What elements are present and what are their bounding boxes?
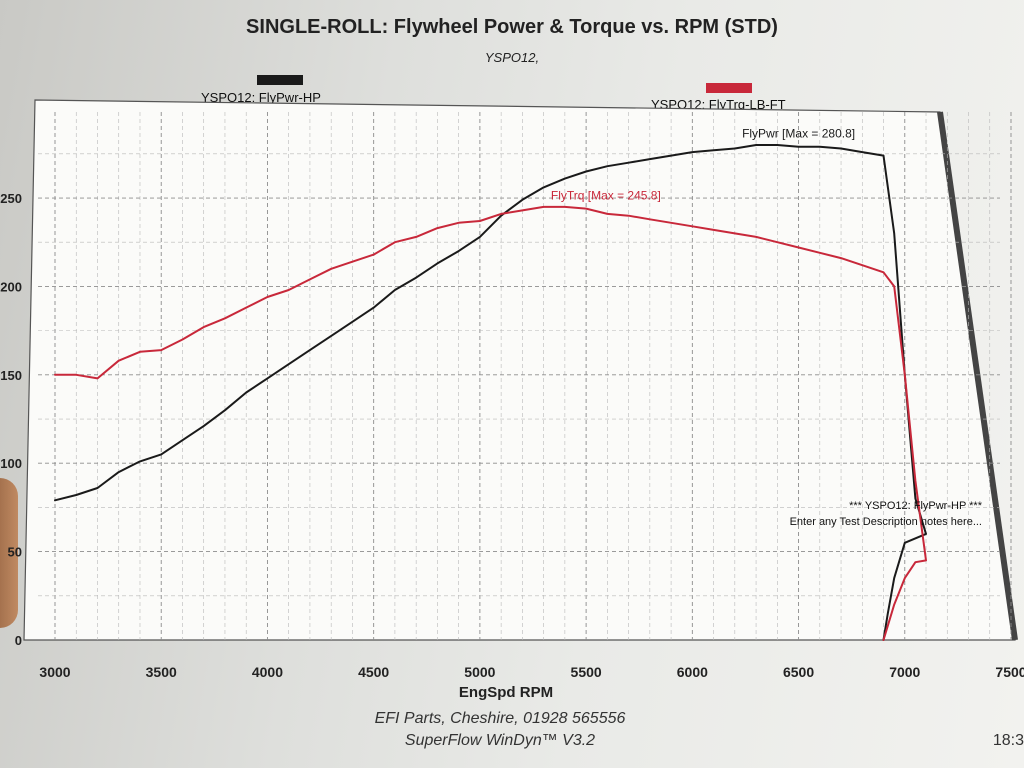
x-tick-label: 5500: [571, 664, 602, 680]
test-note: *** YSPO12: FlyPwr-HP ***: [849, 500, 983, 512]
x-tick-label: 7500: [995, 664, 1024, 680]
finger-edge: [0, 478, 18, 628]
x-tick-label: 7000: [889, 664, 920, 680]
y-tick-label: 250: [0, 191, 22, 206]
y-tick-label: 100: [0, 456, 22, 471]
series-line-torque: [54, 205, 927, 641]
x-axis-label: EngSpd RPM: [459, 684, 553, 701]
legend-swatch-power: [257, 75, 303, 85]
grid: [38, 112, 1012, 640]
series-line-power: [54, 144, 927, 641]
x-tick-label: 5000: [464, 664, 495, 680]
chart-title: SINGLE-ROLL: Flywheel Power & Torque vs.…: [246, 16, 778, 38]
annotation-power-max: FlyPwr [Max = 280.8]: [742, 127, 855, 141]
x-tick-label: 3000: [39, 664, 70, 680]
annotation-torque-max: FlyTrq [Max = 245.8]: [551, 189, 661, 203]
legend-swatch-torque: [706, 83, 752, 93]
footer-software: SuperFlow WinDyn™ V3.2: [404, 732, 596, 749]
chart-subtitle: YSPO12,: [484, 50, 540, 65]
y-tick-label: 0: [15, 633, 22, 648]
labels-group: 3000 3500 4000 4500 5000 5500 6000 6500 7000 7500…: [0, 127, 1024, 701]
x-tick-label: 4500: [358, 664, 389, 680]
y-tick-label: 150: [0, 368, 22, 383]
y-tick-label: 50: [8, 545, 22, 560]
series-group: [54, 144, 927, 641]
test-note: Enter any Test Description notes here...: [790, 516, 982, 528]
plot-frame: [23, 99, 1016, 641]
x-tick-label: 4000: [252, 664, 283, 680]
y-tick-label: 200: [0, 279, 22, 294]
x-tick-label: 6000: [677, 664, 708, 680]
footer-company: EFI Parts, Cheshire, 01928 565556: [374, 710, 626, 727]
x-tick-label: 6500: [783, 664, 814, 680]
x-tick-label: 3500: [146, 664, 177, 680]
legend-label-power: YSPO12: FlyPwr-HP: [201, 90, 321, 105]
plot-shadow-edge: [937, 111, 1018, 641]
footer-time: 18:3: [992, 732, 1024, 749]
